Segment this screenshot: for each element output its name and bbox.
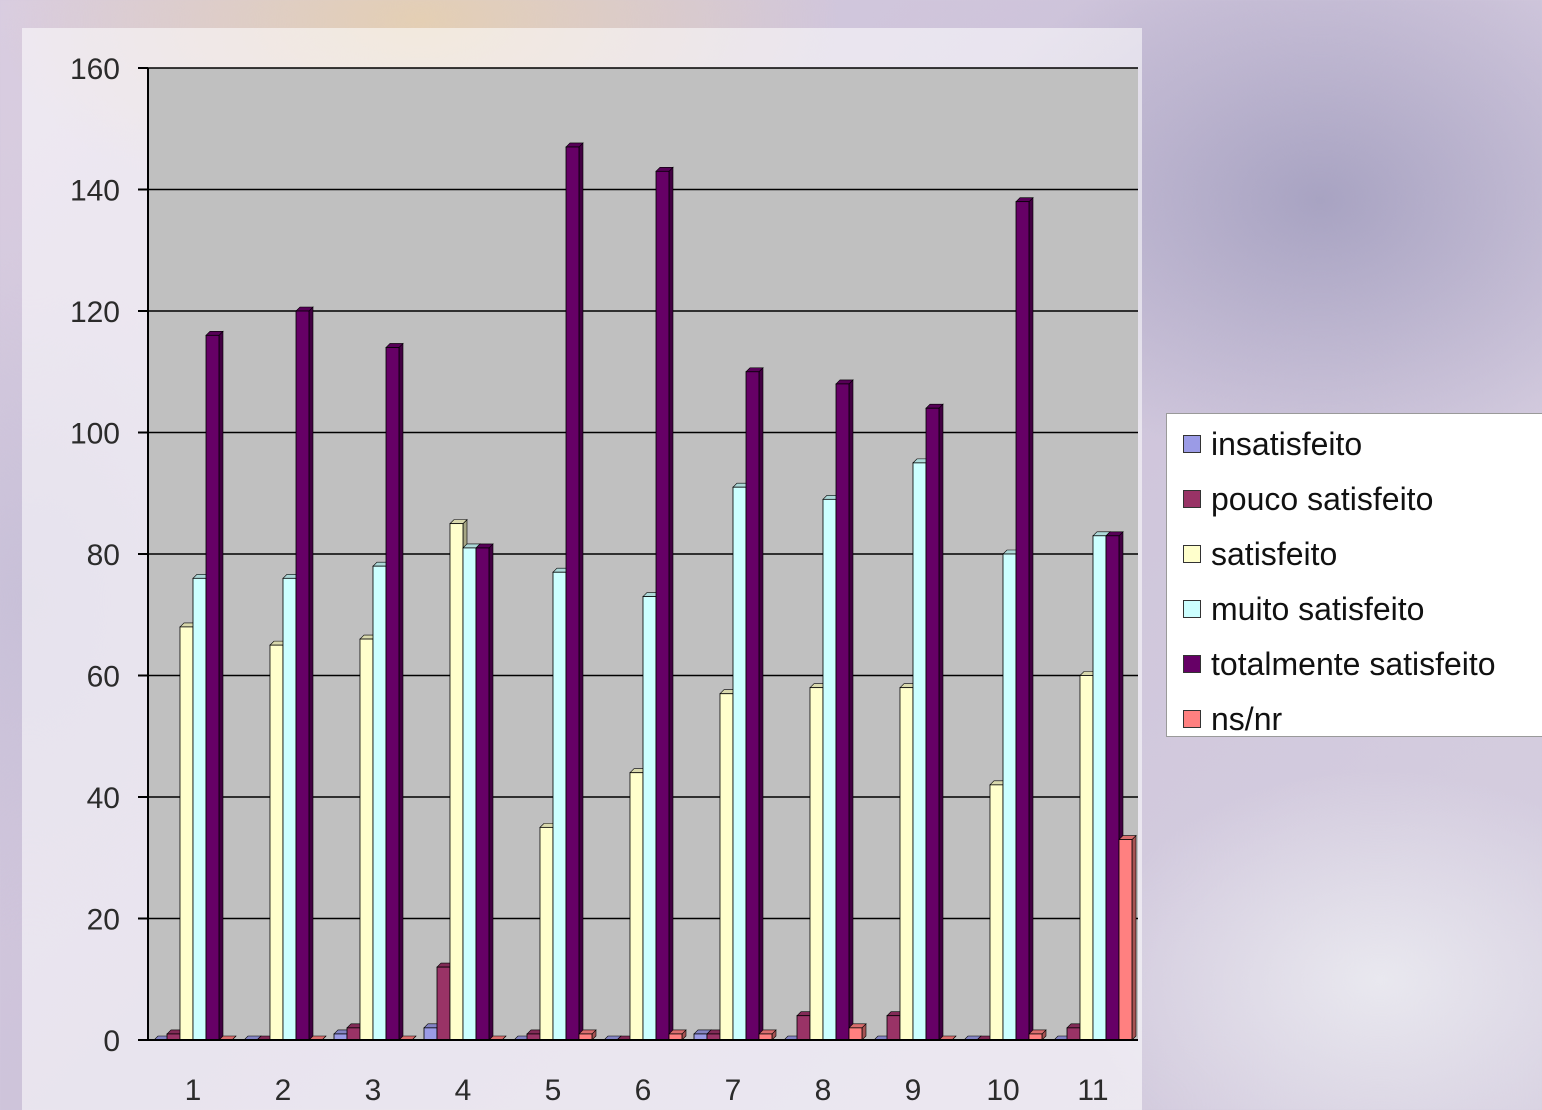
bars	[153, 142, 1137, 1041]
y-tick-label: 120	[70, 296, 120, 329]
x-tick-label: 4	[455, 1074, 472, 1107]
legend-swatch	[1183, 545, 1201, 563]
legend-item-satisfeito: satisfeito	[1183, 529, 1337, 579]
x-tick-label: 10	[986, 1074, 1019, 1107]
legend-label: pouco satisfeito	[1211, 480, 1434, 517]
bar	[848, 1023, 867, 1041]
x-tick-label: 8	[815, 1074, 832, 1107]
legend-item-insatisfeito: insatisfeito	[1183, 419, 1362, 469]
legend: insatisfeito pouco satisfeito satisfeito…	[1166, 413, 1542, 737]
bar	[475, 543, 494, 1041]
y-tick-label: 20	[87, 904, 120, 937]
y-tick-label: 140	[70, 175, 120, 208]
bar	[668, 1029, 687, 1041]
bar	[1028, 1029, 1047, 1041]
legend-item-muito-satisfeito: muito satisfeito	[1183, 584, 1424, 634]
bar	[385, 342, 404, 1041]
bar	[295, 306, 314, 1041]
legend-swatch	[1183, 710, 1201, 728]
legend-swatch	[1183, 490, 1201, 508]
legend-swatch	[1183, 655, 1201, 673]
legend-label: insatisfeito	[1211, 425, 1363, 462]
bar	[578, 1029, 597, 1041]
x-tick-label: 2	[275, 1074, 292, 1107]
legend-item-ns-nr: ns/nr	[1183, 694, 1282, 744]
legend-swatch	[1183, 600, 1201, 618]
y-tick-label: 60	[87, 661, 120, 694]
bar	[925, 403, 944, 1041]
legend-swatch	[1183, 435, 1201, 453]
axes	[138, 67, 1138, 1041]
legend-label: totalmente satisfeito	[1211, 645, 1496, 682]
legend-label: muito satisfeito	[1211, 590, 1425, 627]
y-tick-label: 160	[70, 53, 120, 86]
bar	[745, 367, 764, 1041]
bar	[655, 166, 674, 1041]
bar	[565, 142, 584, 1041]
y-tick-label: 40	[87, 782, 120, 815]
legend-item-pouco-satisfeito: pouco satisfeito	[1183, 474, 1433, 524]
legend-item-totalmente-satisfeito: totalmente satisfeito	[1183, 639, 1496, 689]
x-tick-label: 3	[365, 1074, 382, 1107]
y-tick-label: 100	[70, 418, 120, 451]
x-tick-label: 7	[725, 1074, 742, 1107]
legend-label: satisfeito	[1211, 535, 1338, 572]
x-tick-label: 6	[635, 1074, 652, 1107]
bar	[758, 1029, 777, 1041]
x-tick-label: 1	[185, 1074, 202, 1107]
x-tick-label: 9	[905, 1074, 922, 1107]
bar	[1015, 196, 1034, 1041]
y-tick-label: 80	[87, 539, 120, 572]
x-axis-tick-labels: 1 2 3 4 5 6 7 8 9 10 11	[185, 1074, 1109, 1107]
y-tick-label: 0	[103, 1025, 120, 1058]
bar	[835, 379, 854, 1041]
bar	[1118, 834, 1137, 1041]
y-axis-tick-labels: 0 20 40 60 80 100 120 140 160	[70, 53, 120, 1058]
x-tick-label: 5	[545, 1074, 562, 1107]
legend-label: ns/nr	[1211, 700, 1283, 737]
bar	[205, 330, 224, 1041]
x-tick-label: 11	[1077, 1074, 1108, 1107]
